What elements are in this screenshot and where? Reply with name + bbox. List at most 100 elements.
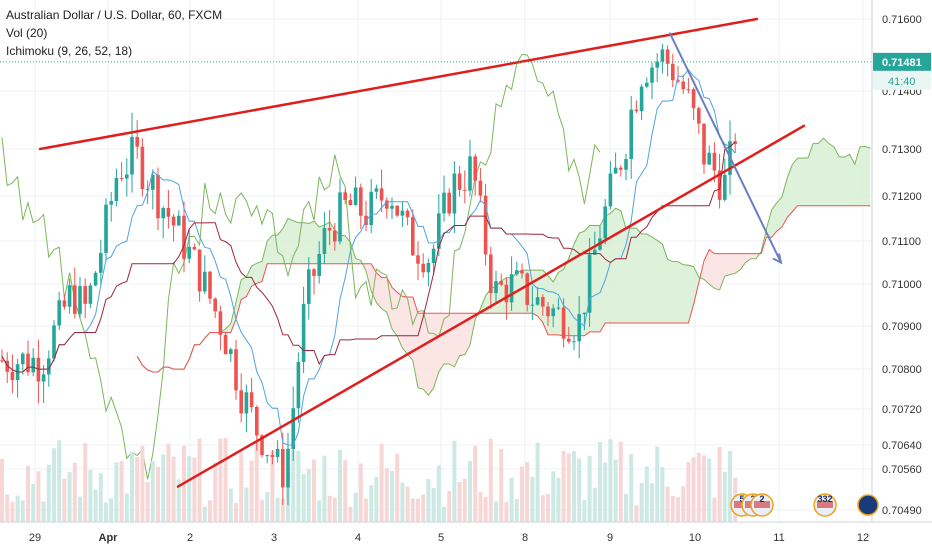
candle-body-16[interactable] [83, 286, 87, 304]
candle-body-126[interactable] [655, 61, 659, 68]
candle-body-77[interactable] [400, 210, 405, 216]
candle-body-72[interactable] [374, 188, 379, 192]
candle-body-64[interactable] [333, 230, 337, 242]
candle-body-55[interactable] [286, 449, 290, 488]
candle-body-26[interactable] [135, 136, 139, 147]
candle-body-12[interactable] [62, 300, 67, 307]
candle-body-80[interactable] [416, 255, 420, 264]
candle-body-56[interactable] [291, 408, 295, 450]
candle-body-57[interactable] [296, 361, 301, 409]
candle-body-119[interactable] [619, 167, 623, 170]
candle-body-120[interactable] [624, 159, 628, 170]
candle-body-129[interactable] [671, 63, 675, 81]
candle-body-21[interactable] [109, 201, 113, 205]
candle-body-44[interactable] [229, 349, 233, 355]
candle-body-79[interactable] [411, 217, 415, 256]
candle-body-27[interactable] [140, 146, 145, 190]
candle-body-84[interactable] [437, 213, 441, 249]
candle-body-9[interactable] [47, 358, 51, 375]
candle-body-62[interactable] [322, 227, 327, 254]
candle-body-74[interactable] [385, 200, 389, 209]
trend-line-projection[interactable] [669, 32, 782, 264]
candle-body-14[interactable] [73, 285, 77, 314]
candle-body-45[interactable] [234, 349, 238, 391]
candle-body-39[interactable] [203, 271, 207, 292]
candle-body-60[interactable] [312, 269, 316, 276]
candle-body-61[interactable] [317, 253, 321, 276]
candle-body-24[interactable] [125, 174, 129, 179]
candle-body-71[interactable] [369, 191, 373, 225]
candle-body-130[interactable] [676, 80, 680, 82]
candle-body-107[interactable] [556, 307, 561, 309]
candle-body-34[interactable] [177, 215, 181, 226]
candle-body-59[interactable] [307, 269, 311, 304]
candle-body-94[interactable] [489, 254, 493, 294]
candle-body-135[interactable] [702, 123, 706, 165]
candle-body-133[interactable] [691, 89, 696, 109]
candle-body-41[interactable] [213, 298, 217, 312]
candle-body-91[interactable] [473, 156, 477, 181]
candle-body-108[interactable] [561, 307, 566, 339]
candle-body-125[interactable] [650, 67, 654, 83]
candle-body-76[interactable] [395, 205, 399, 216]
candle-body-67[interactable] [348, 199, 353, 206]
candle-body-73[interactable] [379, 188, 384, 201]
candle-body-35[interactable] [182, 215, 186, 259]
country-flag-icon[interactable] [857, 494, 879, 516]
candle-body-81[interactable] [421, 263, 425, 273]
candle-body-78[interactable] [405, 210, 410, 218]
candle-body-104[interactable] [541, 297, 545, 307]
candle-body-111[interactable] [577, 314, 581, 342]
candle-body-40[interactable] [208, 271, 212, 299]
candle-body-83[interactable] [431, 248, 436, 264]
candle-body-42[interactable] [218, 311, 223, 335]
candle-body-128[interactable] [665, 49, 670, 64]
candle-body-109[interactable] [567, 338, 571, 342]
candle-body-20[interactable] [104, 204, 108, 253]
candle-body-13[interactable] [67, 285, 72, 307]
candle-body-65[interactable] [338, 192, 342, 242]
candle-body-87[interactable] [452, 173, 457, 214]
candle-body-7[interactable] [36, 357, 41, 382]
candle-body-63[interactable] [327, 227, 332, 231]
candle-body-31[interactable] [161, 208, 165, 219]
candle-body-90[interactable] [468, 156, 472, 191]
candle-body-117[interactable] [608, 173, 613, 207]
candle-body-43[interactable] [223, 334, 228, 355]
candle-body-15[interactable] [78, 286, 82, 314]
trend-line-upper[interactable] [38, 17, 759, 151]
candle-body-88[interactable] [457, 173, 462, 190]
candle-body-17[interactable] [88, 285, 93, 304]
candle-body-19[interactable] [99, 252, 103, 273]
candle-body-95[interactable] [494, 281, 498, 294]
candle-body-114[interactable] [593, 249, 597, 255]
candle-body-92[interactable] [478, 180, 483, 196]
candle-body-6[interactable] [31, 357, 35, 373]
candle-body-122[interactable] [634, 109, 639, 112]
candle-body-103[interactable] [535, 297, 540, 305]
candle-body-112[interactable] [582, 312, 587, 315]
candle-body-75[interactable] [390, 205, 394, 209]
candle-body-53[interactable] [275, 448, 280, 457]
candle-body-137[interactable] [712, 152, 717, 171]
candle-body-36[interactable] [187, 246, 191, 259]
candle-body-121[interactable] [629, 109, 633, 160]
candle-body-98[interactable] [509, 274, 514, 303]
candle-body-113[interactable] [587, 254, 592, 313]
candle-body-96[interactable] [499, 281, 503, 285]
candle-body-134[interactable] [697, 108, 701, 124]
candle-body-105[interactable] [546, 306, 550, 317]
candle-body-123[interactable] [639, 86, 644, 112]
candle-body-22[interactable] [114, 177, 119, 202]
candle-body-5[interactable] [26, 353, 30, 373]
candle-body-47[interactable] [244, 392, 249, 414]
candle-body-116[interactable] [603, 206, 607, 239]
candle-body-38[interactable] [197, 249, 202, 292]
candle-body-127[interactable] [660, 49, 665, 62]
candle-body-89[interactable] [463, 189, 467, 191]
candle-body-2[interactable] [10, 371, 15, 381]
candle-body-68[interactable] [353, 187, 358, 206]
trend-line-lower[interactable] [176, 124, 806, 488]
